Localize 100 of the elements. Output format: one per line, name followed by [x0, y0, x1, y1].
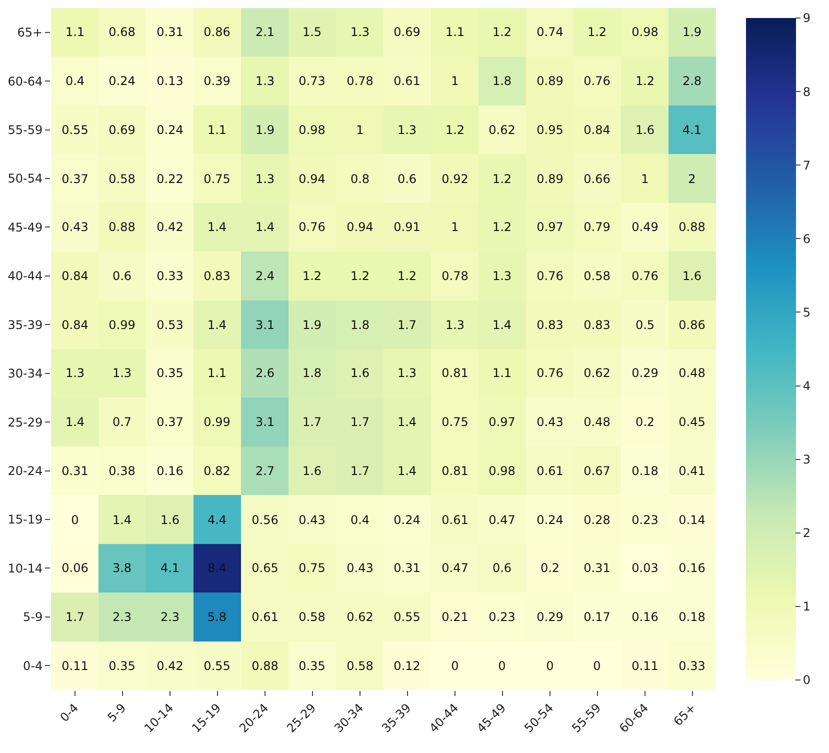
data-label: 0.69 [108, 123, 136, 138]
data-label: 0.11 [632, 659, 658, 674]
data-label: 0.61 [536, 464, 564, 478]
data-label: 0.61 [252, 610, 278, 624]
data-label: 0 [546, 659, 554, 674]
data-label: 0.94 [346, 220, 374, 234]
data-label: 0.76 [536, 366, 564, 380]
data-label: 1.1 [207, 123, 227, 138]
data-label: 1.8 [302, 366, 322, 380]
x-tick-label: 0-4 [57, 700, 82, 725]
data-label: 0.31 [394, 561, 420, 576]
data-label: 0.91 [394, 220, 420, 234]
data-label: 1.4 [207, 318, 227, 332]
data-label: 1.2 [492, 172, 512, 186]
data-label: 0.55 [394, 610, 420, 624]
data-label: 0.13 [156, 74, 184, 88]
data-label: 0.48 [678, 366, 706, 380]
data-label: 0.79 [584, 220, 610, 234]
data-label: 0.43 [346, 561, 374, 576]
data-label: 0.31 [62, 464, 88, 478]
data-label: 1.4 [397, 415, 417, 430]
data-label: 1 [641, 172, 649, 186]
data-label: 0.55 [204, 659, 230, 674]
data-label: 2.3 [112, 610, 132, 624]
data-label: 0.4 [350, 513, 370, 528]
data-label: 0.39 [204, 74, 230, 88]
data-label: 1.6 [350, 366, 370, 380]
data-label: 4.1 [160, 561, 180, 576]
y-tick-label: 30-34 [8, 366, 43, 381]
data-label: 0.41 [678, 464, 706, 478]
color-bar-label: 4 [802, 378, 811, 393]
data-label: 1.3 [492, 269, 512, 284]
data-label: 0.76 [536, 269, 564, 284]
data-label: 1.1 [65, 25, 85, 40]
data-label: 0.35 [108, 659, 136, 674]
data-label: 2.8 [682, 74, 702, 88]
color-bar-label: 0 [802, 673, 811, 688]
data-label: 2.1 [255, 25, 275, 40]
data-label: 0.35 [156, 366, 184, 380]
data-label: 0.28 [584, 513, 610, 528]
data-label: 0.68 [108, 25, 136, 40]
data-label: 0.17 [584, 610, 610, 624]
data-label: 0.98 [488, 464, 516, 478]
y-tick-label: 15-19 [8, 512, 43, 527]
data-label: 0.47 [488, 513, 516, 528]
data-label: 0.4 [65, 74, 85, 88]
data-label: 0.58 [298, 610, 326, 624]
data-label: 1.9 [682, 25, 702, 40]
data-label: 0.16 [632, 610, 658, 624]
data-label: 1.8 [492, 74, 512, 88]
data-label: 0.43 [62, 220, 88, 234]
data-label: 0.92 [442, 172, 468, 186]
data-label: 2.3 [160, 610, 180, 624]
data-label: 2.7 [255, 464, 275, 478]
data-label: 0.35 [298, 659, 326, 674]
data-label: 0.37 [156, 415, 184, 430]
data-label: 0.73 [298, 74, 326, 88]
data-label: 2 [688, 172, 696, 186]
data-label: 0.81 [442, 464, 468, 478]
data-label: 0.67 [584, 464, 610, 478]
data-label: 1.3 [445, 318, 465, 332]
data-label: 0.88 [252, 659, 278, 674]
data-label: 0.76 [584, 74, 610, 88]
data-label: 0.8 [350, 172, 370, 186]
data-label: 0.76 [632, 269, 658, 284]
data-label: 0.7 [112, 415, 132, 430]
data-label: 1.4 [207, 220, 227, 234]
data-label: 0.76 [298, 220, 326, 234]
data-label: 3.1 [255, 415, 275, 430]
data-label: 0.31 [584, 561, 610, 576]
data-label: 1.6 [635, 123, 655, 138]
data-label: 0.31 [156, 25, 184, 40]
data-label: 2.6 [255, 366, 275, 380]
data-label: 1.1 [445, 25, 465, 40]
data-label: 0 [71, 513, 79, 528]
data-label: 0.24 [156, 123, 184, 138]
data-label: 0.6 [492, 561, 512, 576]
data-label: 1.8 [350, 318, 370, 332]
data-label: 1.1 [207, 366, 227, 380]
data-label: 1.9 [302, 318, 322, 332]
data-label: 0.81 [442, 366, 468, 380]
y-tick-label: 35-39 [8, 318, 43, 332]
data-label: 0.42 [156, 220, 184, 234]
data-label: 0.74 [536, 25, 564, 40]
data-label: 8.4 [207, 561, 227, 576]
data-label: 0.29 [536, 610, 564, 624]
data-label: 1 [451, 220, 459, 234]
data-label: 0 [451, 659, 459, 674]
data-label: 0.99 [204, 415, 230, 430]
y-tick-label: 65+ [17, 26, 43, 40]
color-bar-label: 9 [802, 11, 811, 26]
data-label: 1.7 [65, 610, 85, 624]
data-label: 1.7 [302, 415, 322, 430]
data-label: 0.16 [678, 561, 706, 576]
data-label: 0.78 [442, 269, 468, 284]
color-bar-label: 3 [802, 452, 811, 467]
data-label: 1 [356, 123, 364, 138]
data-label: 0.98 [632, 25, 658, 40]
data-label: 1.4 [492, 318, 512, 332]
data-label: 1.6 [160, 513, 180, 528]
